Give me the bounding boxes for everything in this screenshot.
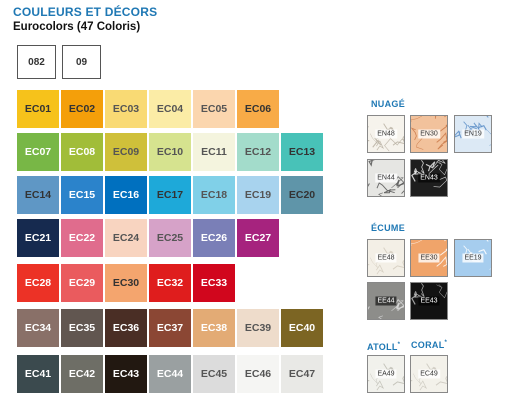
color-swatch-ec47: EC47 <box>281 355 323 393</box>
texture-code-label: EN43 <box>418 173 440 183</box>
texture-code-label: EN19 <box>462 129 484 139</box>
texture-swatch-ee19: EE19 <box>454 239 492 277</box>
color-swatch-ec05: EC05 <box>193 90 235 128</box>
color-swatch-ec14: EC14 <box>17 176 59 214</box>
color-swatch-ec30: EC30 <box>105 264 147 302</box>
color-swatch-ec01: EC01 <box>17 90 59 128</box>
marble-pattern-icon <box>368 298 404 319</box>
color-swatch-ec36: EC36 <box>105 309 147 347</box>
texture-swatch-ee43: EE43 <box>410 282 448 320</box>
code-box-082: 082 <box>17 45 56 79</box>
color-swatch-ec15: EC15 <box>61 176 103 214</box>
color-swatch-ec12: EC12 <box>237 133 279 171</box>
color-swatch-ec08: EC08 <box>61 133 103 171</box>
color-swatch-ec24: EC24 <box>105 219 147 257</box>
color-swatch-ec32: EC32 <box>149 264 191 302</box>
color-swatch-ec17: EC17 <box>149 176 191 214</box>
color-swatch-ec19: EC19 <box>237 176 279 214</box>
color-swatch-ec39: EC39 <box>237 309 279 347</box>
color-swatch-ec06: EC06 <box>237 90 279 128</box>
texture-swatch-ee48: EE48 <box>367 239 405 277</box>
texture-code-label: EA49 <box>375 369 397 379</box>
texture-swatch-ec49: EC49 <box>410 355 448 393</box>
color-swatch-ec45: EC45 <box>193 355 235 393</box>
color-swatch-ec37: EC37 <box>149 309 191 347</box>
marble-pattern-icon <box>411 160 447 188</box>
texture-code-label: EN44 <box>375 173 397 183</box>
color-swatch-ec16: EC16 <box>105 176 147 214</box>
color-swatch-ec40: EC40 <box>281 309 323 347</box>
color-swatch-ec22: EC22 <box>61 219 103 257</box>
color-swatch-ec34: EC34 <box>17 309 59 347</box>
color-swatch-ec18: EC18 <box>193 176 235 214</box>
color-swatch-ec43: EC43 <box>105 355 147 393</box>
color-swatch-ec26: EC26 <box>193 219 235 257</box>
color-swatch-ec21: EC21 <box>17 219 59 257</box>
color-swatch-ec35: EC35 <box>61 309 103 347</box>
texture-code-label: EE48 <box>375 253 397 263</box>
color-swatch-ec27: EC27 <box>237 219 279 257</box>
color-swatch-ec33: EC33 <box>193 264 235 302</box>
section-label-coral: CORAL* <box>411 340 448 350</box>
page-subtitle: Eurocolors (47 Coloris) <box>13 21 141 33</box>
texture-swatch-en43: EN43 <box>410 159 448 197</box>
texture-code-label: EE43 <box>418 296 440 306</box>
color-swatch-ec20: EC20 <box>281 176 323 214</box>
color-swatch-ec11: EC11 <box>193 133 235 171</box>
color-swatch-ec42: EC42 <box>61 355 103 393</box>
code-box-09: 09 <box>62 45 101 79</box>
texture-swatch-ee30: EE30 <box>410 239 448 277</box>
texture-swatch-en48: EN48 <box>367 115 405 153</box>
texture-swatch-en44: EN44 <box>367 159 405 197</box>
page-title: COULEURS ET DÉCORS <box>13 5 158 19</box>
texture-code-label: EE30 <box>418 253 440 263</box>
color-swatch-ec44: EC44 <box>149 355 191 393</box>
color-swatch-ec10: EC10 <box>149 133 191 171</box>
texture-code-label: EN48 <box>375 129 397 139</box>
section-label-ecume: ÉCUME <box>371 223 406 233</box>
marble-pattern-icon <box>411 240 447 267</box>
texture-swatch-ea49: EA49 <box>367 355 405 393</box>
texture-code-label: EN30 <box>418 129 440 139</box>
color-swatch-ec25: EC25 <box>149 219 191 257</box>
section-label-atoll: ATOLL* <box>367 342 401 352</box>
texture-code-label: EE19 <box>462 253 484 263</box>
texture-swatch-ee44: EE44 <box>367 282 405 320</box>
texture-swatch-en19: EN19 <box>454 115 492 153</box>
texture-swatch-en30: EN30 <box>410 115 448 153</box>
color-swatch-ec29: EC29 <box>61 264 103 302</box>
color-swatch-ec03: EC03 <box>105 90 147 128</box>
section-label-nuage: NUAGÉ <box>371 99 406 109</box>
color-swatch-ec46: EC46 <box>237 355 279 393</box>
texture-code-label: EC49 <box>418 369 440 379</box>
color-swatch-ec38: EC38 <box>193 309 235 347</box>
color-swatch-ec41: EC41 <box>17 355 59 393</box>
color-swatch-ec28: EC28 <box>17 264 59 302</box>
color-swatch-ec07: EC07 <box>17 133 59 171</box>
color-swatch-ec09: EC09 <box>105 133 147 171</box>
color-swatch-ec02: EC02 <box>61 90 103 128</box>
color-swatch-ec13: EC13 <box>281 133 323 171</box>
marble-pattern-icon <box>368 160 404 196</box>
color-swatch-ec04: EC04 <box>149 90 191 128</box>
texture-code-label: EE44 <box>375 296 397 306</box>
